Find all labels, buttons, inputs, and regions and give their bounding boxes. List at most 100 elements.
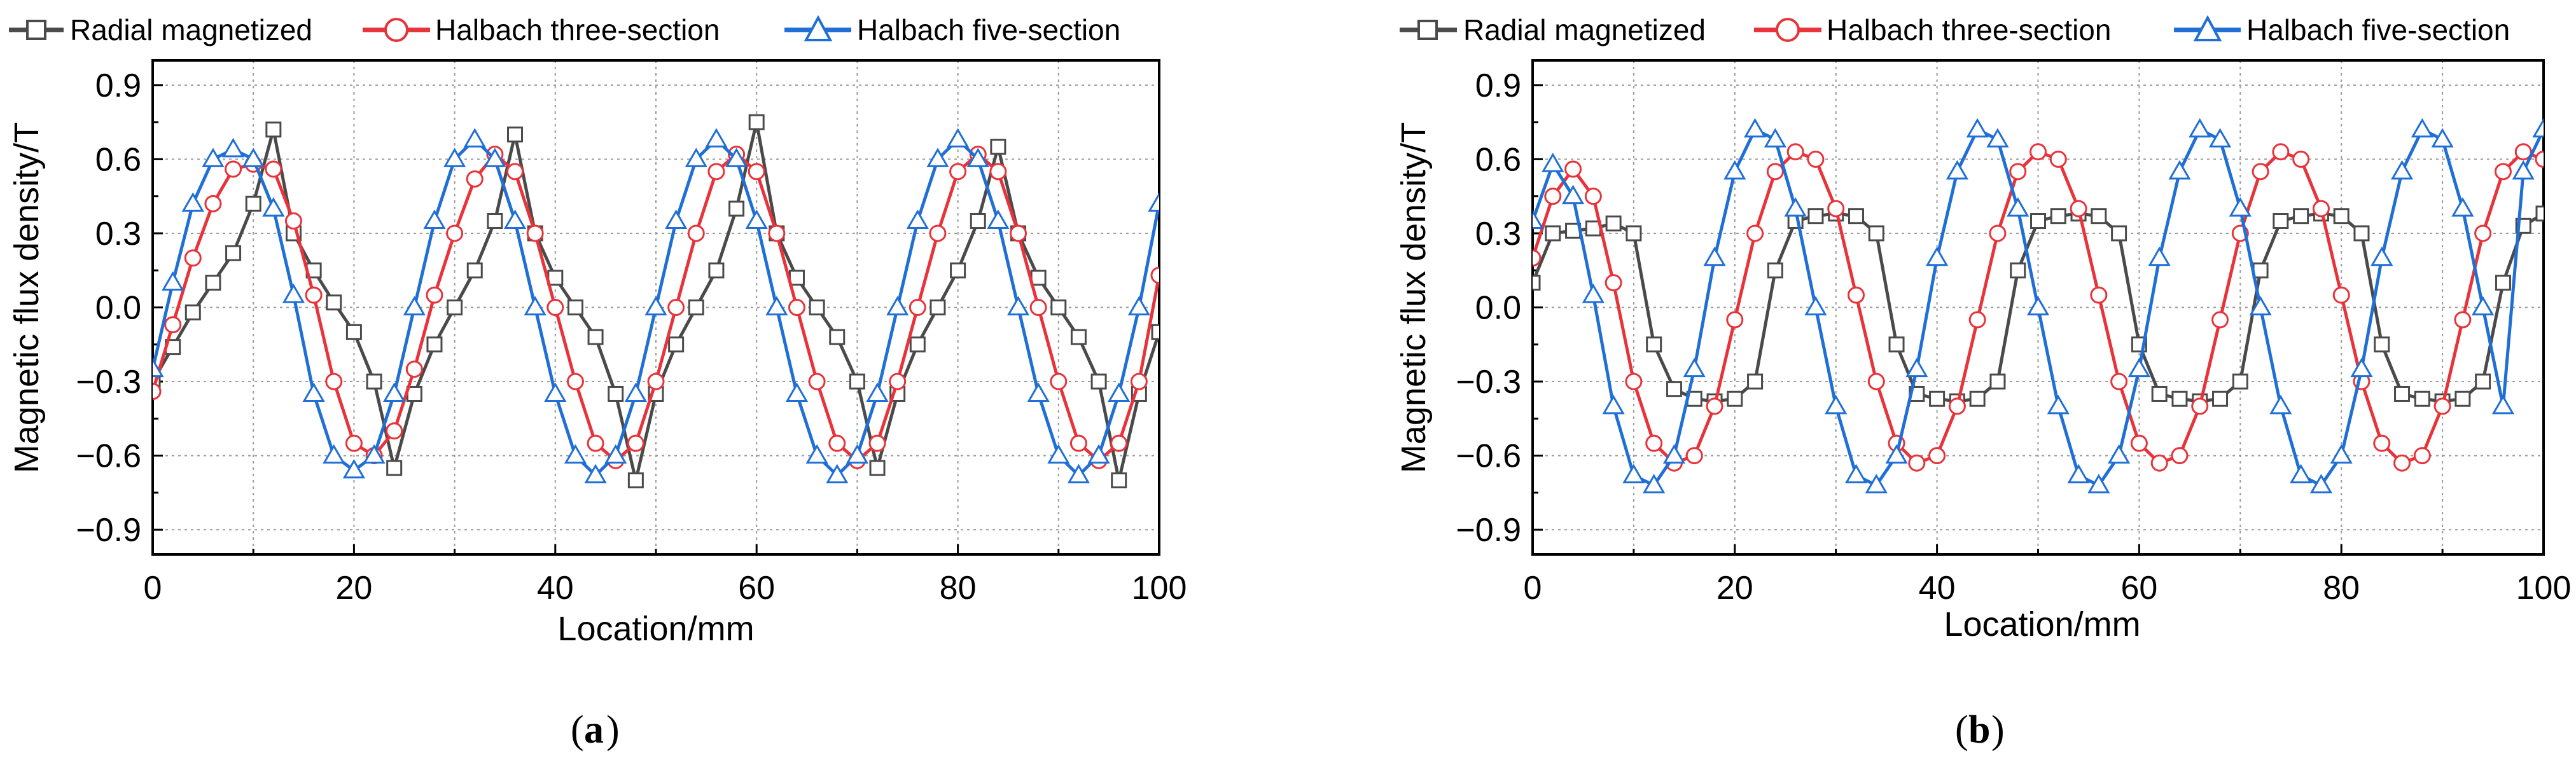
data-point-square xyxy=(1727,390,1743,407)
x-tick-label: 40 xyxy=(537,570,574,607)
data-point-square xyxy=(205,275,221,291)
x-axis-label-a: Location/mm xyxy=(557,610,754,648)
data-point-circle xyxy=(386,422,403,440)
data-point-square xyxy=(1767,262,1783,278)
y-tick-label: −0.9 xyxy=(1456,512,1521,549)
data-point-triangle xyxy=(745,209,768,230)
data-point-circle xyxy=(2009,163,2027,181)
data-point-square xyxy=(2252,262,2269,278)
data-point-circle xyxy=(2514,143,2532,161)
legend-marker-triangle xyxy=(804,15,833,41)
data-point-square xyxy=(1747,373,1764,390)
data-point-circle xyxy=(2029,143,2047,161)
legend-label-halbach3: Halbach three-section xyxy=(435,13,720,46)
data-point-triangle xyxy=(1582,284,1605,303)
data-point-circle xyxy=(627,434,644,452)
data-point-triangle xyxy=(765,296,788,315)
y-tick-label: 0.3 xyxy=(95,216,141,252)
data-point-triangle xyxy=(644,296,667,315)
data-point-triangle xyxy=(544,382,567,402)
data-point-square xyxy=(627,472,644,488)
data-point-square xyxy=(547,270,564,286)
data-point-circle xyxy=(1605,274,1622,292)
data-point-triangle xyxy=(2148,246,2171,266)
data-point-circle xyxy=(667,299,685,316)
data-point-square xyxy=(2010,262,2026,278)
data-point-square xyxy=(748,114,765,130)
chart-panel-a: Radial magnetized Halbach three-section … xyxy=(8,13,1187,752)
data-point-square xyxy=(326,294,342,311)
data-point-triangle xyxy=(805,444,828,464)
data-point-triangle xyxy=(1825,394,1848,415)
data-point-square xyxy=(1050,299,1067,315)
data-point-triangle xyxy=(584,464,607,484)
data-point-square xyxy=(1151,324,1159,340)
data-point-circle xyxy=(889,373,907,390)
data-point-circle xyxy=(184,249,202,267)
data-point-circle xyxy=(1069,434,1087,452)
legend-item-radial-b: Radial magnetized xyxy=(1400,13,1706,46)
data-point-circle xyxy=(768,224,786,242)
data-point-circle xyxy=(1050,373,1068,390)
data-point-circle xyxy=(1544,188,1562,205)
data-point-square xyxy=(950,262,966,278)
data-point-triangle xyxy=(503,209,527,230)
data-point-square xyxy=(2535,205,2544,222)
data-point-square xyxy=(1605,215,1622,231)
legend-item-halbach5-a: Halbach five-section xyxy=(784,13,1120,46)
legend-label-radial: Radial magnetized xyxy=(70,13,312,46)
data-point-triangle xyxy=(242,148,265,167)
data-point-triangle xyxy=(262,197,285,217)
legend-item-halbach5-b: Halbach five-section xyxy=(2174,13,2510,46)
data-point-triangle xyxy=(826,464,849,484)
x-tick-label: 100 xyxy=(2516,570,2572,607)
data-point-triangle xyxy=(202,148,225,167)
data-point-triangle xyxy=(2411,118,2433,138)
y-tick-label: 0.0 xyxy=(95,290,141,327)
data-point-square xyxy=(2293,208,2309,224)
data-point-square xyxy=(225,245,242,261)
data-point-square xyxy=(2050,208,2066,224)
data-point-circle xyxy=(2272,143,2290,161)
data-point-triangle xyxy=(1087,444,1110,464)
data-point-circle xyxy=(1847,286,1865,304)
data-point-triangle xyxy=(685,148,707,167)
data-point-triangle xyxy=(1764,128,1786,148)
data-point-square xyxy=(2111,225,2127,242)
data-point-square xyxy=(2475,373,2491,390)
y-tick-label: −0.9 xyxy=(76,512,141,549)
data-point-circle xyxy=(547,299,564,316)
data-point-triangle xyxy=(403,296,426,315)
data-point-triangle xyxy=(302,382,325,402)
data-point-square xyxy=(1969,390,1986,407)
y-axis-label-a: Magnetic flux density/T xyxy=(8,122,46,473)
legend-marker-triangle xyxy=(2193,15,2222,41)
data-point-circle xyxy=(1706,397,1723,415)
data-point-circle xyxy=(2433,397,2451,415)
data-point-triangle xyxy=(564,444,587,464)
data-point-circle xyxy=(1867,373,1885,390)
data-point-square xyxy=(708,262,725,278)
y-tick-label: 0.6 xyxy=(95,141,141,178)
data-point-circle xyxy=(345,434,363,452)
data-point-circle xyxy=(204,195,222,212)
data-point-circle xyxy=(2292,150,2310,168)
data-point-triangle xyxy=(947,128,970,148)
panel-label-b: ( b ) xyxy=(1955,708,2005,752)
data-point-triangle xyxy=(2249,296,2272,315)
data-point-triangle xyxy=(665,209,688,230)
data-point-triangle xyxy=(2371,246,2393,266)
data-point-triangle xyxy=(705,128,728,148)
data-point-circle xyxy=(225,160,242,178)
data-point-circle xyxy=(2454,311,2472,329)
series-radial-magnetized xyxy=(1533,205,2544,409)
legend-marker-circle xyxy=(384,18,408,42)
data-point-triangle xyxy=(866,382,889,402)
data-point-square xyxy=(2394,385,2411,402)
data-point-triangle xyxy=(2512,160,2535,180)
data-point-square xyxy=(1626,225,1642,242)
data-point-triangle xyxy=(1622,464,1645,484)
data-point-circle xyxy=(1989,224,2007,242)
data-point-circle xyxy=(929,224,947,242)
data-point-triangle xyxy=(363,444,386,464)
